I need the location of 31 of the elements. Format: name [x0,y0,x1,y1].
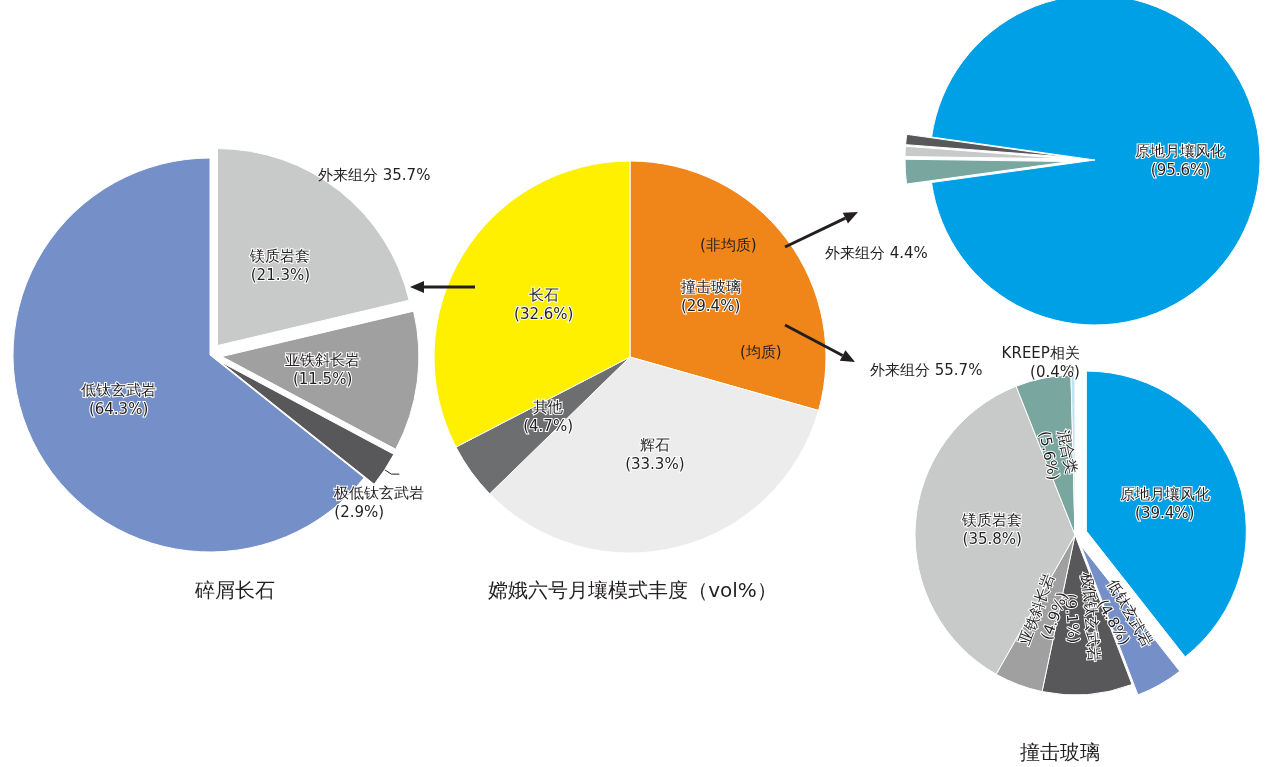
slice-label: 镁质岩套 [249,247,311,266]
text: 嫦娥六号月壤模式丰度（vol%） [488,578,777,602]
data-label: (21.3%) [250,266,311,285]
data-label: (29.4%) [680,296,741,315]
slice-label: 原地月壤风化 [1135,141,1226,160]
data-label: (0.4%) [1030,362,1080,381]
slice-label: 原地月壤风化 [1119,485,1210,504]
slice-label: 其他 [533,397,564,416]
slice-label: KREEP相关 [1001,343,1080,362]
text: 外来组分 35.7% [318,166,431,184]
data-label: (33.3%) [625,455,685,474]
slice-label: 亚铁斜长岩 [285,351,361,370]
text: 碎屑长石 [194,578,275,602]
text: 外来组分 55.7% [870,361,983,379]
slice-label: 镁质岩套 [961,510,1023,529]
slice-label: 撞击玻璃 [680,277,741,296]
text: 外来组分 4.4% [825,244,928,262]
slice-label: 辉石 [639,436,670,455]
slice-label: 极低钛玄武岩 [333,483,425,502]
text: 撞击玻璃 [1019,740,1100,764]
data-label: (32.6%) [514,305,574,323]
data-label: (39.4%) [1135,504,1195,523]
text: (非均质) [700,236,757,254]
text: (均质) [740,343,782,361]
data-label: (64.3%) [88,399,149,418]
data-label: (95.6%) [1150,160,1211,179]
data-label: (2.9%) [334,502,385,521]
slice-label: 长石 [528,286,559,304]
data-label: (35.8%) [962,529,1022,548]
data-label: (11.5%) [292,370,353,389]
slice-label: 低钛玄武岩 [81,380,157,399]
